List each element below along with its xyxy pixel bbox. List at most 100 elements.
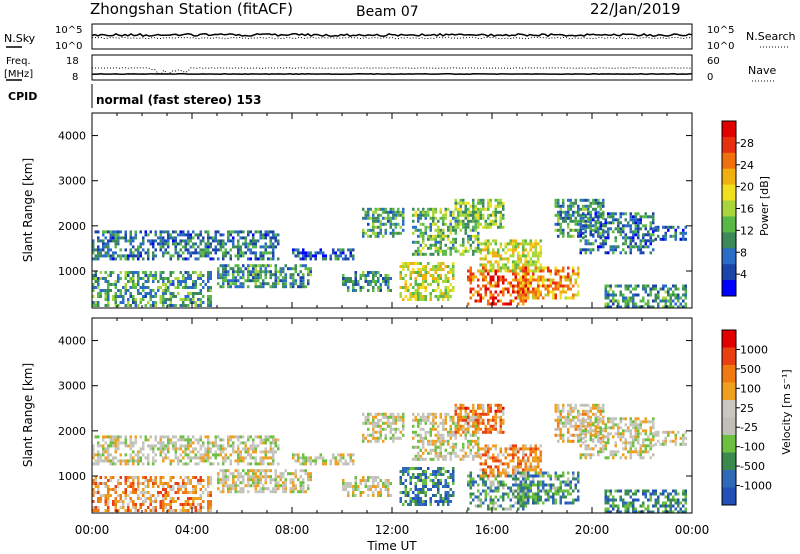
power-cell xyxy=(492,213,495,217)
power-cell xyxy=(529,278,532,282)
power-cell xyxy=(92,277,95,280)
velocity-cell xyxy=(214,435,217,439)
power-cell xyxy=(652,284,655,288)
power-cell xyxy=(117,280,120,283)
velocity-cell xyxy=(389,424,392,428)
velocity-cell xyxy=(104,494,107,497)
power-cell xyxy=(137,271,140,274)
velocity-cell xyxy=(437,503,440,506)
velocity-cell xyxy=(182,444,185,448)
velocity-cell xyxy=(262,459,265,463)
velocity-cell xyxy=(232,441,235,445)
velocity-cell xyxy=(127,503,130,506)
power-cell xyxy=(347,248,350,252)
velocity-cell xyxy=(264,450,267,454)
power-cell xyxy=(492,222,495,226)
power-cell xyxy=(394,216,397,220)
velocity-cell xyxy=(184,500,187,503)
velocity-cell xyxy=(462,430,465,434)
power-cell xyxy=(574,228,577,232)
power-cell xyxy=(129,248,132,252)
velocity-cell xyxy=(447,497,450,500)
velocity-cell xyxy=(384,427,387,431)
power-cell xyxy=(109,289,112,292)
power-cell xyxy=(272,257,275,261)
velocity-cell xyxy=(232,435,235,439)
power-cell xyxy=(117,242,120,246)
power-cell xyxy=(492,210,495,214)
power-cell xyxy=(374,280,377,283)
velocity-cell xyxy=(419,421,422,425)
power-cell xyxy=(124,233,127,237)
velocity-cell xyxy=(192,500,195,503)
velocity-cell xyxy=(117,482,120,485)
velocity-cell xyxy=(139,503,142,506)
velocity-cell xyxy=(252,469,255,473)
power-cell xyxy=(427,210,430,214)
power-cell xyxy=(534,290,537,294)
power-cell xyxy=(187,277,190,280)
power-cell xyxy=(112,233,115,237)
power-cell xyxy=(302,257,305,261)
velocity-cell xyxy=(299,475,302,479)
power-cell xyxy=(587,198,590,202)
velocity-cell xyxy=(347,482,350,485)
power-cell xyxy=(477,207,480,211)
power-cell xyxy=(249,264,252,268)
velocity-cell xyxy=(369,421,372,425)
power-cell xyxy=(307,270,310,274)
power-cell xyxy=(224,254,227,258)
power-cell xyxy=(409,298,412,301)
velocity-cell xyxy=(162,500,165,503)
velocity-cell xyxy=(139,506,142,509)
power-cell xyxy=(457,249,460,253)
power-cell xyxy=(282,285,285,289)
velocity-cell xyxy=(109,441,112,445)
velocity-cell xyxy=(432,494,435,497)
velocity-cell xyxy=(497,453,500,457)
power-cell xyxy=(604,290,607,294)
power-cell xyxy=(112,251,115,255)
power-cell xyxy=(554,284,557,288)
power-cell xyxy=(474,222,477,226)
power-cell xyxy=(202,251,205,255)
power-cell xyxy=(372,225,375,229)
power-cell xyxy=(247,248,250,252)
velocity-cell xyxy=(252,481,255,485)
power-cell xyxy=(94,304,97,307)
velocity-cell xyxy=(429,433,432,437)
power-cell xyxy=(617,245,620,249)
power-cell xyxy=(479,201,482,205)
power-cell xyxy=(672,299,675,303)
power-cell xyxy=(422,274,425,277)
velocity-cell xyxy=(222,438,225,442)
power-cell xyxy=(222,270,225,274)
power-cell xyxy=(107,289,110,292)
power-cell xyxy=(457,219,460,223)
velocity-cell xyxy=(432,418,435,422)
velocity-cell xyxy=(417,488,420,491)
power-cell xyxy=(147,248,150,252)
velocity-cell xyxy=(259,478,262,482)
velocity-cell xyxy=(379,479,382,482)
power-cell xyxy=(387,286,390,289)
power-cell xyxy=(377,289,380,292)
power-cell xyxy=(152,274,155,277)
power-cell xyxy=(177,277,180,280)
velocity-cell xyxy=(452,473,455,476)
power-cell xyxy=(529,242,532,246)
velocity-cell xyxy=(92,444,95,448)
velocity-cell xyxy=(492,415,495,419)
velocity-cell xyxy=(502,480,505,484)
velocity-cell xyxy=(209,476,212,479)
power-cell xyxy=(457,216,460,220)
power-cell xyxy=(142,257,145,261)
power-cell xyxy=(187,236,190,240)
velocity-cell xyxy=(187,435,190,439)
power-cell xyxy=(97,280,100,283)
power-cell xyxy=(449,231,452,235)
velocity-cell xyxy=(102,435,105,439)
velocity-cell xyxy=(107,479,110,482)
velocity-cell xyxy=(237,484,240,488)
velocity-cell xyxy=(237,478,240,482)
